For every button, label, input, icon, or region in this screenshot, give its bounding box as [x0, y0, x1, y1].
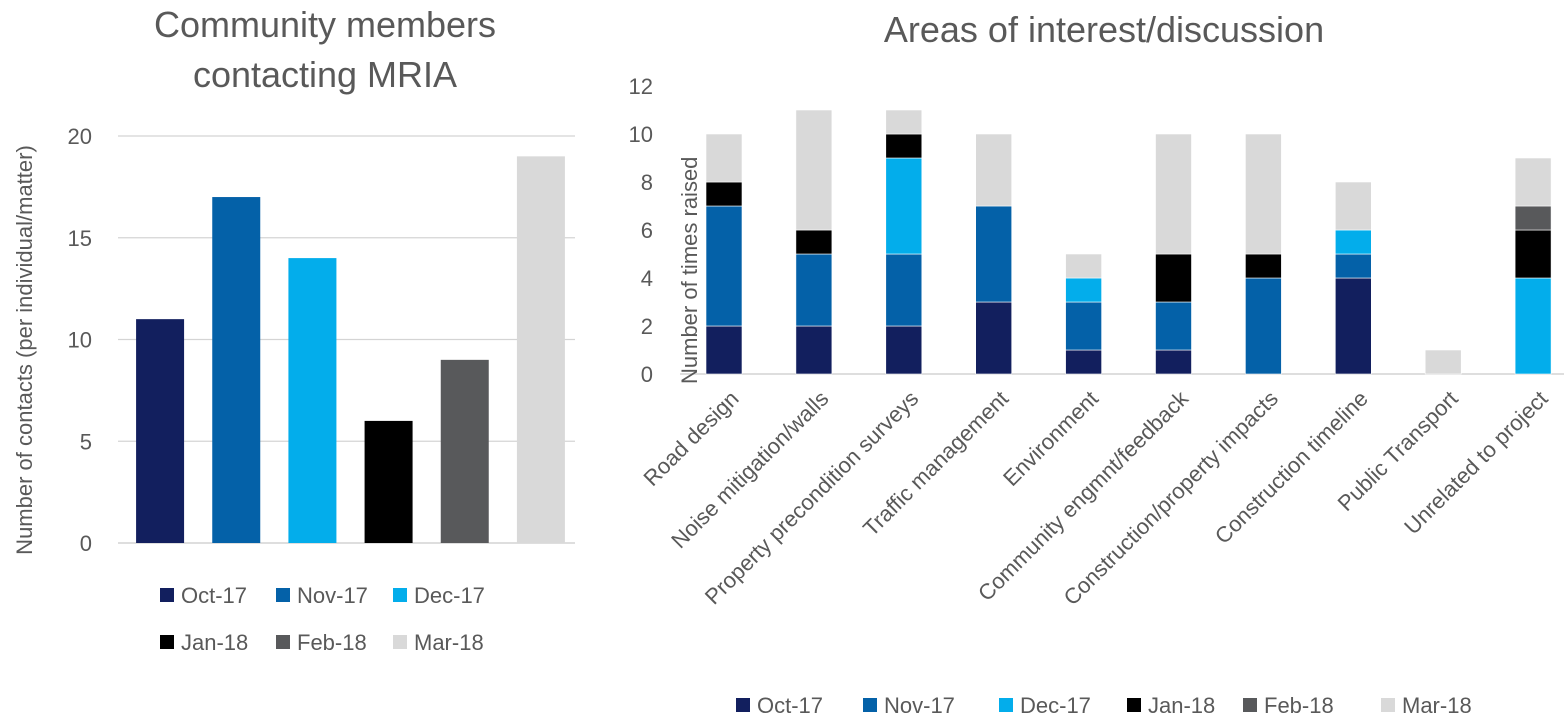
chart2-bar-segment-nov-17	[1335, 253, 1372, 279]
chart2-y-tick-label: 10	[629, 122, 653, 147]
chart2-legend-label: Jan-18	[1148, 693, 1215, 718]
chart2-y-tick-label: 12	[629, 74, 653, 99]
chart2-bar-segment-nov-17	[975, 205, 1013, 303]
chart2-legend-label: Mar-18	[1402, 693, 1472, 718]
chart1-bar-jan-18	[364, 420, 413, 543]
chart2-bar-segment-mar-18	[1245, 133, 1282, 255]
chart2-legend-label: Dec-17	[1020, 693, 1091, 718]
chart1-legend-swatch-nov-17	[276, 588, 290, 602]
chart2-bar-segment-jan-18	[1514, 229, 1552, 279]
chart2-bar-segment-mar-18	[1065, 253, 1102, 279]
chart2-legend-label: Nov-17	[884, 693, 955, 718]
chart2-bar-segment-jan-18	[885, 133, 923, 159]
chart1-legend-label: Feb-18	[297, 630, 367, 655]
chart2-bar-segment-feb-18	[1514, 205, 1552, 231]
chart1-y-tick-label: 5	[80, 429, 92, 454]
chart1-legend-swatch-jan-18	[160, 635, 174, 649]
chart2-category-label: Construction timeline	[1210, 386, 1373, 549]
chart2-bar-segment-dec-17	[885, 157, 923, 255]
chart2-bar-segment-mar-18	[975, 133, 1013, 207]
chart2-bar-segment-mar-18	[885, 109, 923, 135]
chart1-bar-dec-17	[288, 258, 337, 543]
chart2-bar-segment-mar-18	[1424, 349, 1462, 375]
chart2-y-tick-label: 0	[641, 362, 653, 387]
chart2-bar-segment-nov-17	[1155, 301, 1192, 351]
chart2-bar-segment-nov-17	[885, 253, 923, 327]
chart1-legend-label: Jan-18	[181, 630, 248, 655]
chart2-bar-segment-mar-18	[1335, 181, 1372, 231]
chart2-title: Areas of interest/discussion	[884, 9, 1324, 50]
chart2-legend-swatch-dec-17	[999, 698, 1013, 712]
chart2-bar-segment-jan-18	[1245, 253, 1282, 279]
chart2-bar-segment-dec-17	[1514, 277, 1552, 375]
chart1-bar-nov-17	[212, 197, 261, 544]
chart2-legend-swatch-oct-17	[736, 698, 750, 712]
chart2-bar-segment-oct-17	[1335, 277, 1372, 375]
chart2-legend-label: Oct-17	[757, 693, 823, 718]
chart2-bar-segment-dec-17	[1335, 229, 1372, 255]
chart2-bar-segment-mar-18	[795, 109, 833, 231]
chart2-bar-segment-mar-18	[1514, 157, 1552, 207]
chart1-legend-swatch-oct-17	[160, 588, 174, 602]
chart1-legend-label: Nov-17	[297, 583, 368, 608]
chart1-y-tick-label: 0	[80, 531, 92, 556]
chart2-bar-segment-oct-17	[975, 301, 1013, 375]
chart2-bar-segment-oct-17	[795, 325, 833, 375]
chart2-bar-segment-nov-17	[1245, 277, 1282, 375]
chart2-bar-segment-oct-17	[1065, 349, 1102, 375]
chart2-bar-segment-mar-18	[705, 133, 743, 183]
chart2-bar-segment-oct-17	[885, 325, 923, 375]
chart1-y-axis-label: Number of contacts (per individual/matte…	[12, 145, 37, 555]
chart2-bar-segment-jan-18	[795, 229, 833, 255]
chart1-title-line: Community members	[154, 4, 496, 45]
chart2-y-tick-label: 4	[641, 266, 653, 291]
chart2-bar-segment-jan-18	[1155, 253, 1192, 303]
chart2-category-label: Noise mitigation/walls	[666, 386, 833, 553]
chart1-bar-feb-18	[440, 359, 489, 543]
chart1-y-tick-label: 20	[68, 124, 92, 149]
chart2-y-axis-label: Number of times raised	[677, 157, 702, 384]
chart2-legend-swatch-jan-18	[1127, 698, 1141, 712]
chart2-bar-segment-oct-17	[705, 325, 743, 375]
chart2-y-tick-label: 2	[641, 314, 653, 339]
chart2-bar-segment-jan-18	[705, 181, 743, 207]
chart2-bar-segment-nov-17	[705, 205, 743, 327]
chart2-legend-swatch-feb-18	[1243, 698, 1257, 712]
chart2-bar-segment-nov-17	[795, 253, 833, 327]
chart1-y-tick-label: 15	[68, 226, 92, 251]
chart2-bar-segment-mar-18	[1155, 133, 1192, 255]
chart1-title-line: contacting MRIA	[193, 54, 457, 95]
chart1-y-tick-label: 10	[68, 328, 92, 353]
chart1-legend-label: Mar-18	[414, 630, 484, 655]
chart2-bar-segment-oct-17	[1155, 349, 1192, 375]
chart1-legend-label: Dec-17	[414, 583, 485, 608]
chart1-legend-swatch-feb-18	[276, 635, 290, 649]
chart1-legend-label: Oct-17	[181, 583, 247, 608]
chart2-y-tick-label: 8	[641, 170, 653, 195]
chart1-legend-swatch-dec-17	[393, 588, 407, 602]
chart2-legend-swatch-nov-17	[863, 698, 877, 712]
chart1-bar-oct-17	[136, 319, 185, 543]
chart1-bar-mar-18	[516, 156, 565, 543]
chart2-legend-swatch-mar-18	[1381, 698, 1395, 712]
chart2-bar-segment-nov-17	[1065, 301, 1102, 351]
chart2-bar-segment-dec-17	[1065, 277, 1102, 303]
chart1-legend-swatch-mar-18	[393, 635, 407, 649]
chart2-y-tick-label: 6	[641, 218, 653, 243]
chart2-legend-label: Feb-18	[1264, 693, 1334, 718]
